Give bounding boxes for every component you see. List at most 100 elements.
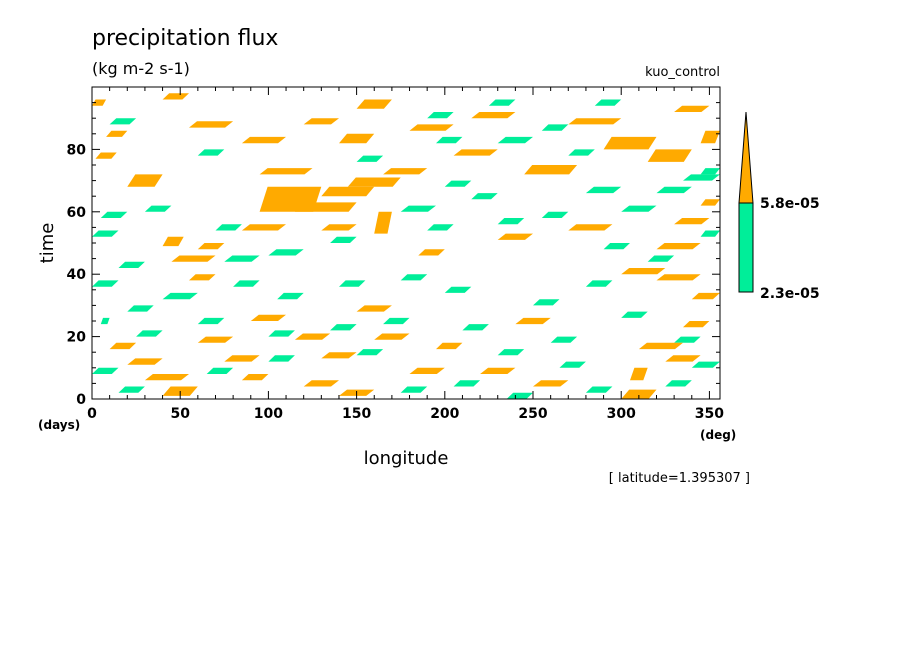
- precip-region-high: [665, 355, 701, 362]
- precip-region-low: [339, 280, 366, 287]
- precip-region-low: [197, 149, 225, 156]
- precip-region-low: [541, 211, 569, 218]
- x-unit-label: (deg): [700, 428, 736, 442]
- precip-region-low: [109, 118, 137, 125]
- precip-region-low: [444, 286, 472, 293]
- precip-region-high: [409, 124, 454, 131]
- precip-region-high: [162, 236, 184, 247]
- precip-region-low: [471, 193, 498, 200]
- precip-region-high: [674, 105, 710, 112]
- precip-region-low: [700, 230, 720, 237]
- precip-region-high: [189, 121, 234, 128]
- precip-region-low: [215, 224, 242, 231]
- precip-region-low: [197, 317, 225, 325]
- chart-units: (kg m-2 s-1): [92, 59, 190, 78]
- precip-region-low: [541, 124, 569, 131]
- precip-region-low: [656, 186, 692, 194]
- precip-region-low: [127, 305, 154, 312]
- precip-region-high: [691, 292, 720, 300]
- precip-region-high: [127, 174, 163, 187]
- y-tick-label: 0: [76, 392, 86, 408]
- precip-region-low: [268, 249, 304, 256]
- precip-region-high: [638, 342, 683, 350]
- precip-region-low: [400, 386, 428, 393]
- precip-region-high: [241, 374, 269, 381]
- precip-region-low: [533, 299, 560, 306]
- precip-region-high: [197, 243, 225, 250]
- precip-region-high: [259, 168, 313, 175]
- experiment-label: kuo_control: [645, 65, 720, 80]
- precip-region-high: [144, 374, 189, 381]
- precip-region-low: [585, 186, 622, 194]
- precip-region-low: [488, 99, 516, 106]
- precip-region-low: [136, 330, 163, 337]
- precip-region-low: [162, 292, 198, 300]
- y-tick-label: 20: [67, 330, 87, 346]
- precip-region-high: [700, 199, 720, 206]
- x-tick-label: 0: [87, 406, 97, 422]
- precip-region-low: [453, 380, 481, 387]
- precip-region-low: [330, 324, 357, 331]
- precip-region-high: [418, 249, 445, 256]
- precipitation-regions: [92, 93, 720, 399]
- precip-region-low: [585, 280, 613, 287]
- precip-region-low: [206, 367, 234, 374]
- x-tick-label: 100: [254, 406, 283, 422]
- precip-region-high: [374, 211, 392, 234]
- precip-region-high: [683, 321, 710, 328]
- y-unit-label: (days): [38, 418, 80, 432]
- precip-region-high: [621, 268, 666, 275]
- precip-region-high: [303, 118, 339, 125]
- precip-region-high: [647, 149, 692, 162]
- precip-region-high: [321, 352, 357, 359]
- precip-region-high: [656, 274, 701, 281]
- precip-region-high: [171, 255, 216, 262]
- x-axis-label: longitude: [364, 448, 449, 469]
- precip-region-high: [127, 358, 163, 365]
- precip-region-low: [559, 361, 586, 368]
- precip-region-low: [383, 317, 410, 325]
- precip-region-low: [427, 112, 454, 119]
- precip-region-high: [95, 152, 117, 159]
- precip-region-high: [674, 218, 710, 225]
- y-axis-ticks: 0 20 40 60 80: [67, 86, 720, 408]
- precip-region-low: [92, 280, 119, 287]
- precip-region-high: [630, 367, 648, 381]
- y-tick-label: 60: [67, 205, 87, 221]
- precip-region-low: [436, 136, 463, 144]
- precip-region-high: [321, 224, 357, 231]
- x-tick-label: 200: [430, 406, 459, 422]
- precip-region-low: [268, 355, 295, 362]
- precip-region-high: [436, 342, 463, 350]
- precip-region-low: [400, 205, 436, 212]
- precip-region-low: [277, 292, 304, 300]
- precip-region-low: [621, 311, 648, 318]
- precip-region-low: [92, 230, 119, 237]
- precip-region-high: [347, 177, 401, 187]
- x-tick-label: 250: [518, 406, 547, 422]
- precip-region-low: [356, 155, 384, 162]
- precip-region-low: [568, 149, 595, 156]
- precip-region-low: [118, 261, 145, 268]
- precip-region-low: [92, 367, 119, 374]
- x-tick-label: 300: [607, 406, 636, 422]
- precip-region-low: [356, 349, 384, 356]
- colorbar-high-triangle: [738, 111, 754, 204]
- x-tick-label: 350: [695, 406, 724, 422]
- precip-region-low: [100, 317, 110, 325]
- x-tick-label: 50: [170, 406, 190, 422]
- precip-region-high: [480, 367, 516, 374]
- precip-region-low: [683, 174, 720, 181]
- precip-region-low: [330, 236, 357, 243]
- precip-region-low: [674, 336, 701, 343]
- precip-region-high: [356, 99, 392, 109]
- precip-region-low: [700, 168, 720, 175]
- precip-region-high: [321, 186, 375, 197]
- precip-region-low: [144, 205, 172, 212]
- x-axis-ticks: 0 50 100 150 200 250 300 350: [87, 87, 724, 422]
- precip-region-low: [224, 255, 260, 262]
- precip-region-high: [189, 274, 216, 281]
- precip-region-high: [339, 133, 375, 144]
- precip-region-low: [585, 386, 613, 393]
